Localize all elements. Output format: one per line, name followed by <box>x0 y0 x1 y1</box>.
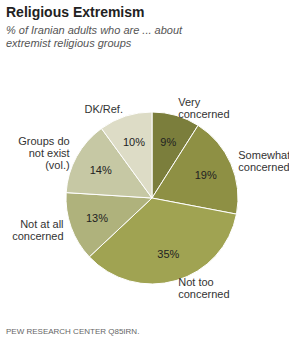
pie-slice <box>66 193 152 257</box>
data-label: 13% <box>86 212 108 224</box>
category-label: Groups donot exist(vol.) <box>18 135 69 171</box>
data-label: 10% <box>123 136 145 148</box>
data-label: 9% <box>160 136 176 148</box>
chart: Religious Extremism % of Iranian adults w… <box>0 0 289 342</box>
data-label: 35% <box>157 248 179 260</box>
pie: 9% 19% 35% 13% 14% 10% Veryconcerned Somewhatco… <box>12 96 289 301</box>
category-label: Not at allconcerned <box>12 218 63 242</box>
pie-slice <box>101 112 152 198</box>
category-label: Not tooconcerned <box>178 276 229 300</box>
category-label: Veryconcerned <box>178 96 229 120</box>
title: Religious Extremism <box>6 4 145 20</box>
subtitle: % of Iranian adults who are ... aboutext… <box>6 24 183 49</box>
category-label: Somewhatconcerned <box>238 149 289 173</box>
data-label: 19% <box>195 169 217 181</box>
category-label: DK/Ref. <box>84 103 123 115</box>
source: PEW RESEARCH CENTER Q85IRN. <box>6 327 139 336</box>
data-label: 14% <box>90 164 112 176</box>
